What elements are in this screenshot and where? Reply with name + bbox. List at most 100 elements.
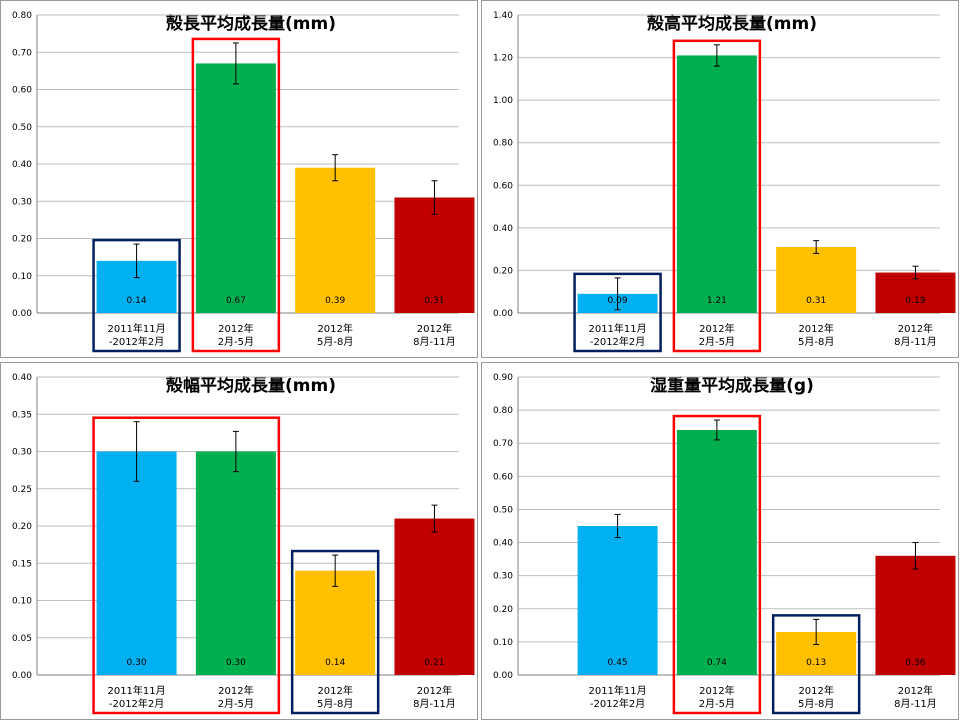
highlight-box bbox=[92, 416, 281, 715]
data-label: 0.30 bbox=[127, 658, 147, 668]
highlight-box bbox=[191, 37, 281, 353]
x-category-label: 2012年 bbox=[417, 322, 452, 335]
x-category-label: 2012年 bbox=[898, 322, 933, 335]
bar bbox=[394, 197, 475, 313]
y-tick-label: 0.60 bbox=[493, 472, 513, 482]
chart-svg: 0.00 0.10 0.20 0.30 0.40 0.50 0.60 0.70 0.80 0.90… bbox=[493, 373, 956, 715]
data-label: 0.31 bbox=[424, 296, 444, 306]
data-label: 0.21 bbox=[424, 658, 444, 668]
y-tick-label: 0.05 bbox=[12, 634, 32, 644]
x-category-label: 8月-11月 bbox=[413, 336, 456, 348]
data-label: 0.14 bbox=[127, 296, 147, 306]
x-category-label: 2012年 bbox=[898, 684, 933, 697]
y-tick-label: 0.90 bbox=[493, 373, 513, 383]
x-category-label: 5月-8月 bbox=[317, 336, 353, 348]
data-label: 0.30 bbox=[226, 658, 246, 668]
y-tick-label: 0.00 bbox=[12, 671, 32, 681]
highlight-box bbox=[290, 549, 380, 715]
x-category-label: 8月-11月 bbox=[894, 698, 937, 710]
data-label: 0.67 bbox=[226, 296, 246, 306]
data-label: 0.19 bbox=[905, 296, 925, 306]
y-tick-label: 0.10 bbox=[12, 272, 32, 282]
x-category-label: 2011年11月 bbox=[107, 322, 165, 335]
y-tick-label: 0.40 bbox=[12, 373, 32, 383]
x-category-label: 2011年11月 bbox=[588, 684, 646, 697]
x-category-label: 2012年 bbox=[218, 684, 253, 697]
bar bbox=[776, 247, 857, 313]
y-tick-label: 0.40 bbox=[493, 539, 513, 549]
y-tick-label: 0.20 bbox=[493, 266, 513, 276]
bar bbox=[676, 55, 757, 313]
x-category-label: 5月-8月 bbox=[798, 336, 834, 348]
chart-title: 殻幅平均成長量(mm) bbox=[166, 376, 336, 396]
chart-svg: 0.00 0.05 0.10 0.15 0.20 0.25 0.30 0.35 0.40 0.30… bbox=[12, 373, 475, 715]
bar bbox=[676, 429, 757, 675]
chart-svg: 0.00 0.10 0.20 0.30 0.40 0.50 0.60 0.70 0.80 0.14… bbox=[12, 11, 475, 353]
x-category-label: 2011年11月 bbox=[588, 322, 646, 335]
bar bbox=[195, 451, 276, 675]
chart-panel-shell-width: 殻幅平均成長量(mm) 0.00 0.05 0.10 0.15 0.20 0.25 0.30… bbox=[0, 362, 478, 720]
highlight-box bbox=[92, 238, 181, 353]
x-category-label: 2月-5月 bbox=[699, 336, 735, 348]
chart-title: 湿重量平均成長量(g) bbox=[650, 376, 814, 396]
x-category-label: 8月-11月 bbox=[894, 336, 937, 348]
x-category-label: 2月-5月 bbox=[218, 336, 254, 348]
y-tick-label: 1.40 bbox=[493, 11, 513, 21]
x-category-label: 5月-8月 bbox=[798, 698, 834, 710]
y-tick-label: 0.00 bbox=[12, 309, 32, 319]
y-tick-label: 0.80 bbox=[12, 11, 32, 21]
highlight-box bbox=[573, 272, 662, 353]
data-label: 0.14 bbox=[325, 658, 345, 668]
bar bbox=[394, 518, 475, 675]
y-tick-label: 0.30 bbox=[12, 197, 32, 207]
x-category-label: 2012年 bbox=[699, 322, 734, 335]
y-tick-label: 0.10 bbox=[493, 638, 513, 648]
y-tick-label: 0.30 bbox=[493, 572, 513, 582]
y-tick-label: 1.00 bbox=[493, 96, 513, 106]
data-label: 0.09 bbox=[608, 296, 628, 306]
y-tick-label: 1.20 bbox=[493, 54, 513, 64]
data-label: 0.74 bbox=[707, 658, 727, 668]
x-category-label: -2012年2月 bbox=[109, 697, 164, 710]
bar bbox=[195, 63, 276, 313]
x-category-label: 2月-5月 bbox=[699, 698, 735, 710]
y-tick-label: 0.35 bbox=[12, 410, 32, 420]
y-tick-label: 0.50 bbox=[493, 505, 513, 515]
x-category-label: 2月-5月 bbox=[218, 698, 254, 710]
x-category-label: -2012年2月 bbox=[590, 697, 645, 710]
x-category-label: 2012年 bbox=[317, 684, 352, 697]
chart-svg: 0.00 0.20 0.40 0.60 0.80 1.00 1.20 1.40 0.09 2011… bbox=[493, 11, 956, 353]
y-tick-label: 0.60 bbox=[12, 86, 32, 96]
bar bbox=[577, 526, 658, 675]
y-tick-label: 0.70 bbox=[493, 439, 513, 449]
bar bbox=[295, 167, 376, 313]
y-tick-label: 0.20 bbox=[12, 522, 32, 532]
bar bbox=[96, 451, 177, 675]
y-tick-label: 0.15 bbox=[12, 559, 32, 569]
y-tick-label: 0.60 bbox=[493, 181, 513, 191]
x-category-label: 2011年11月 bbox=[107, 684, 165, 697]
x-category-label: 2012年 bbox=[798, 684, 833, 697]
y-tick-label: 0.10 bbox=[12, 597, 32, 607]
highlight-box bbox=[771, 614, 861, 715]
chart-panel-wet-weight: 湿重量平均成長量(g) 0.00 0.10 0.20 0.30 0.40 0.50 0.60… bbox=[481, 362, 959, 720]
data-label: 0.45 bbox=[608, 658, 628, 668]
y-tick-label: 0.30 bbox=[12, 448, 32, 458]
x-category-label: 2012年 bbox=[317, 322, 352, 335]
bar bbox=[295, 570, 376, 675]
y-tick-label: 0.40 bbox=[12, 160, 32, 170]
chart-title: 殻高平均成長量(mm) bbox=[647, 14, 817, 34]
y-tick-label: 0.00 bbox=[493, 309, 513, 319]
chart-panel-shell-height: 殻高平均成長量(mm) 0.00 0.20 0.40 0.60 0.80 1.00 1.20… bbox=[481, 0, 959, 358]
highlight-box bbox=[672, 39, 762, 353]
x-category-label: 2012年 bbox=[798, 322, 833, 335]
data-label: 1.21 bbox=[707, 296, 727, 306]
x-category-label: 2012年 bbox=[699, 684, 734, 697]
bar bbox=[875, 555, 956, 675]
y-tick-label: 0.40 bbox=[493, 224, 513, 234]
y-tick-label: 0.20 bbox=[12, 235, 32, 245]
x-category-label: 8月-11月 bbox=[413, 698, 456, 710]
chart-title: 殻長平均成長量(mm) bbox=[166, 14, 336, 34]
data-label: 0.39 bbox=[325, 296, 345, 306]
chart-panel-shell-length: 殻長平均成長量(mm) 0.00 0.10 0.20 0.30 0.40 0.50 0.60… bbox=[0, 0, 478, 358]
